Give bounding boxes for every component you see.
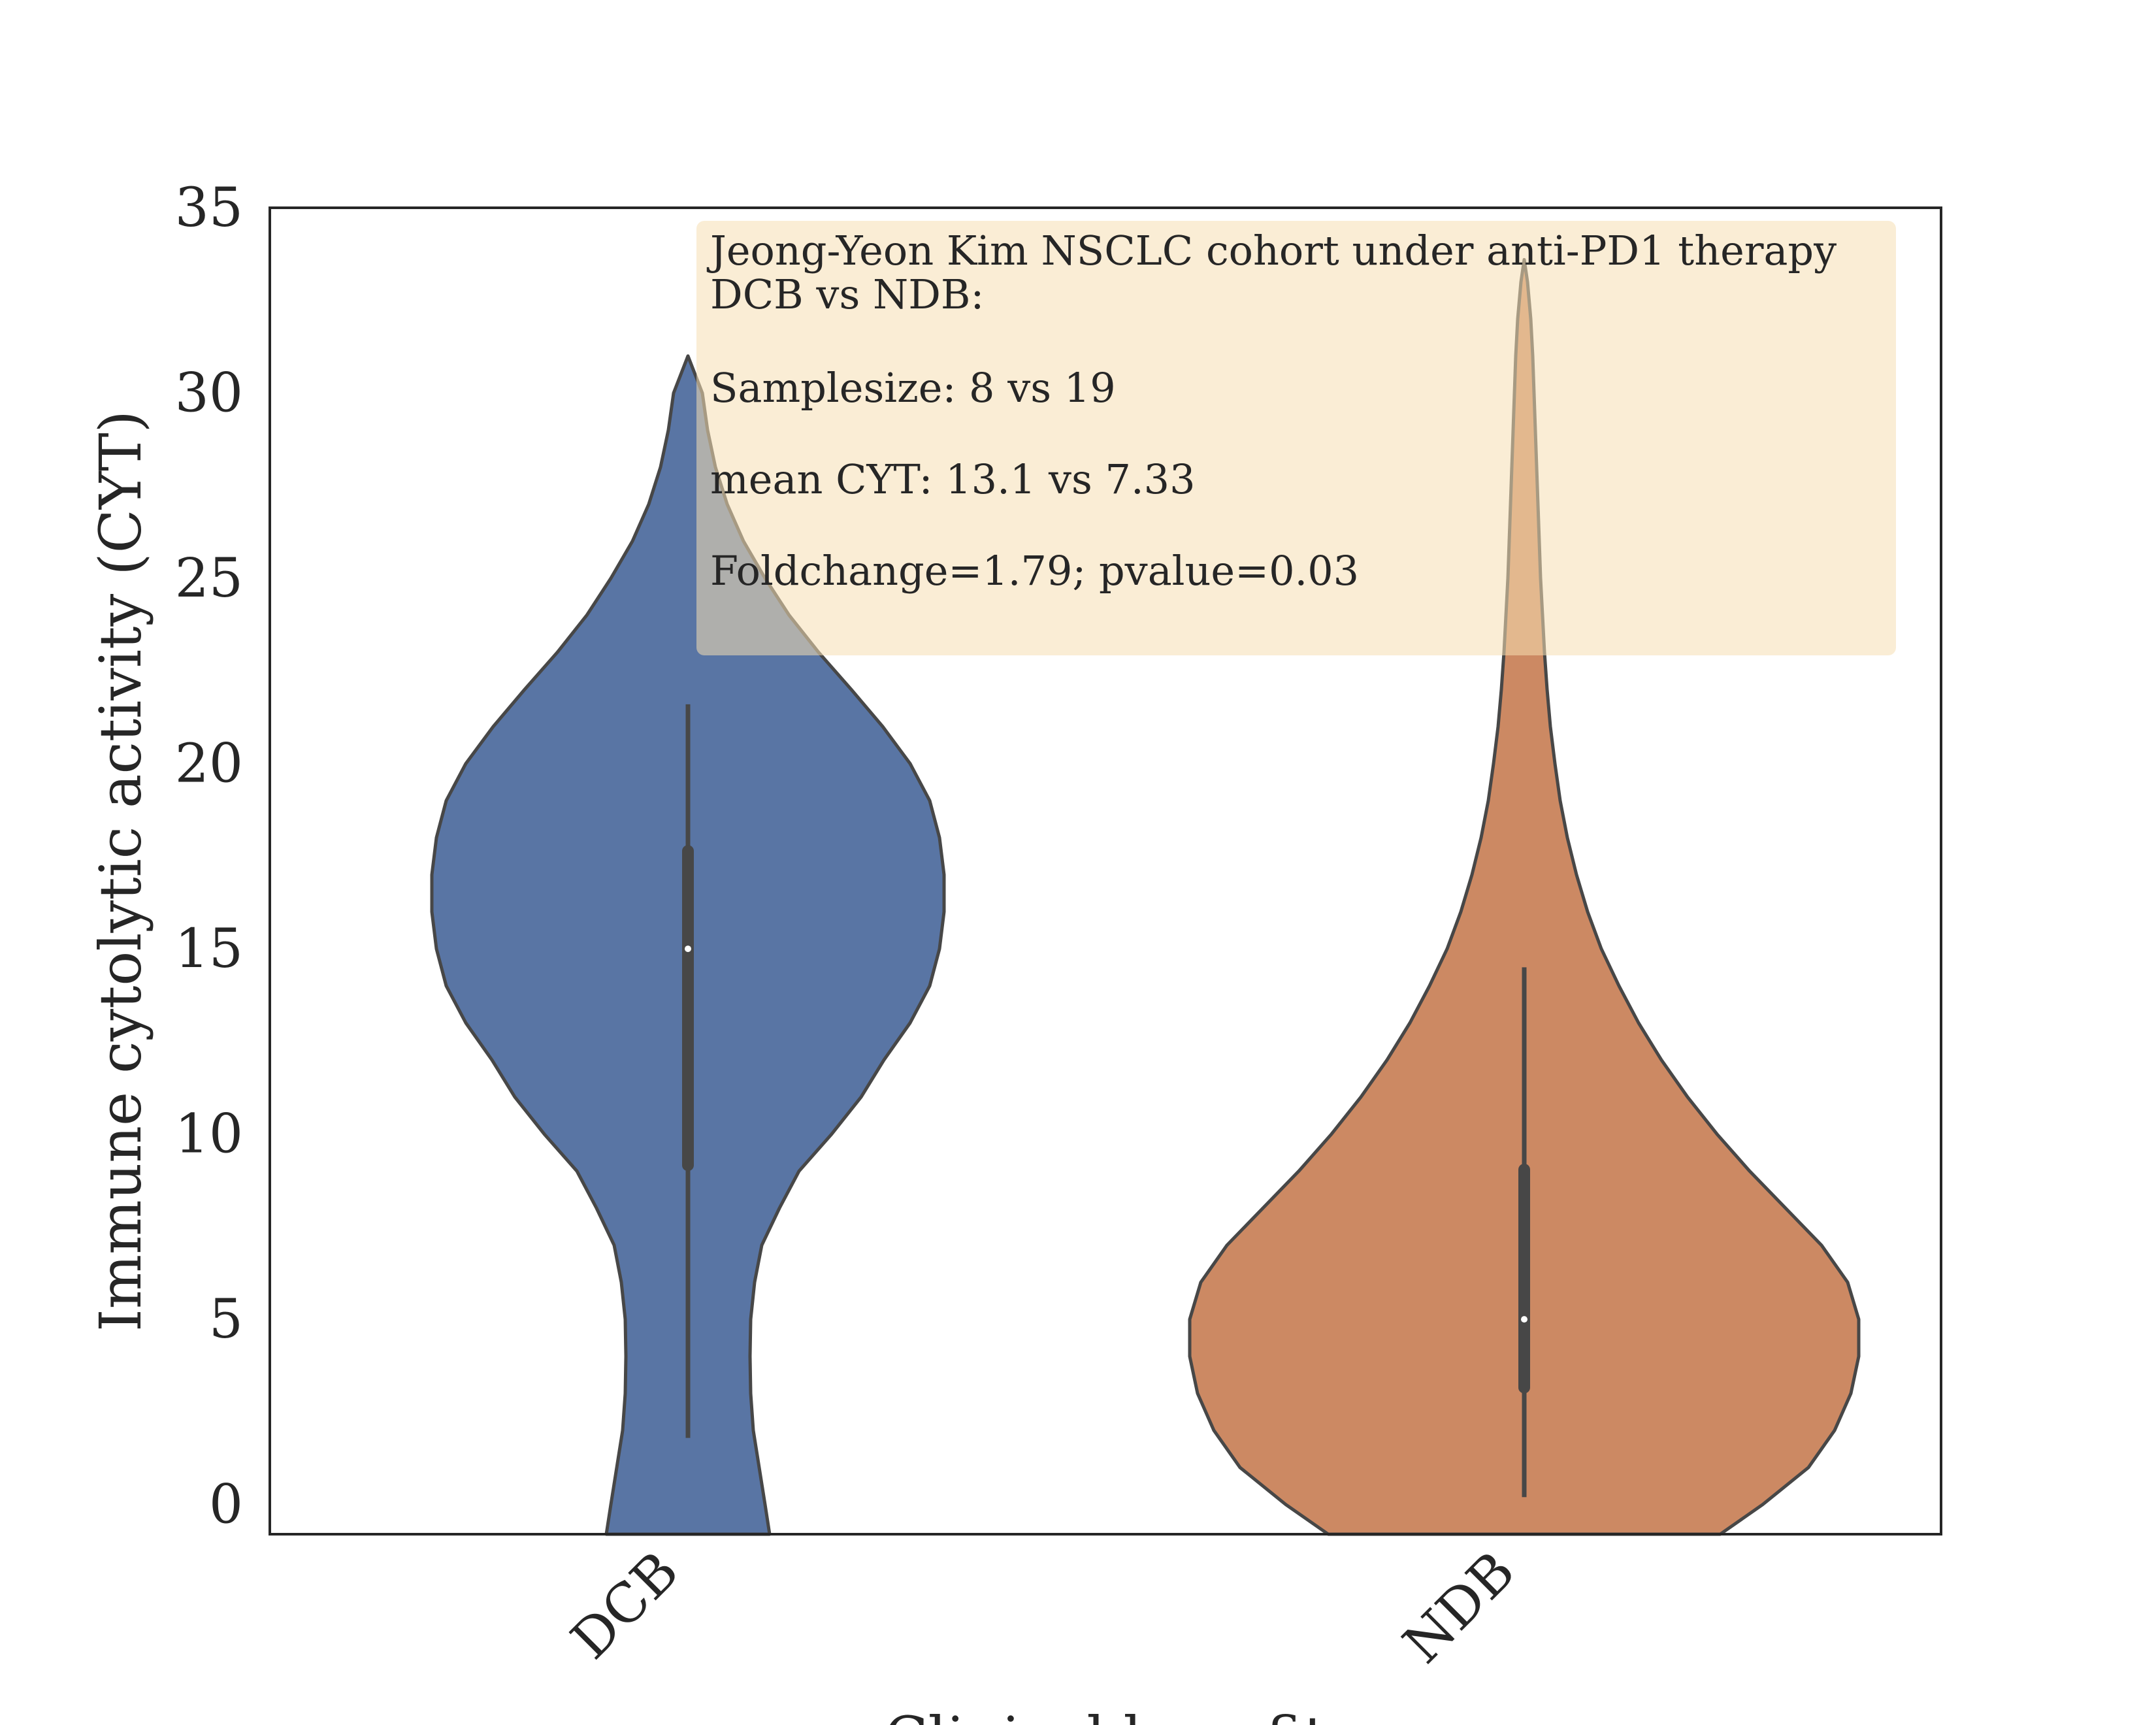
y-tick-label: 10 bbox=[175, 1104, 243, 1166]
annotation-line: Jeong-Yeon Kim NSCLC cohort under anti-P… bbox=[706, 227, 1837, 274]
annotation-text: Jeong-Yeon Kim NSCLC cohort under anti-P… bbox=[706, 227, 1837, 595]
annotation-line: mean CYT: 13.1 vs 7.33 bbox=[710, 455, 1196, 503]
y-tick-label: 35 bbox=[175, 177, 243, 239]
median-dot-dcb bbox=[685, 945, 691, 953]
y-tick-label: 30 bbox=[175, 363, 243, 425]
annotation-line: Foldchange=1.79; pvalue=0.03 bbox=[710, 547, 1359, 595]
y-axis-label: Immune cytolytic activity (CYT) bbox=[87, 410, 154, 1332]
iqr-box-ndb bbox=[1518, 1163, 1530, 1394]
plot-frame bbox=[269, 206, 1942, 1536]
annotation-box bbox=[696, 221, 1896, 655]
y-tick-label: 20 bbox=[175, 733, 243, 795]
annotation-line: DCB vs NDB: bbox=[710, 271, 984, 318]
iqr-box-dcb bbox=[682, 845, 694, 1172]
annotation-line: Samplesize: 8 vs 19 bbox=[710, 364, 1116, 412]
box-layer bbox=[682, 704, 1530, 1498]
median-dot-ndb bbox=[1521, 1316, 1527, 1323]
x-axis-label: Clinical benefit bbox=[884, 1704, 1327, 1725]
y-axis-ticks: 0 5 10 15 20 25 30 35 bbox=[175, 177, 243, 1536]
y-tick-label: 5 bbox=[209, 1289, 243, 1351]
y-tick-label: 15 bbox=[175, 918, 243, 980]
y-tick-label: 25 bbox=[175, 548, 243, 610]
x-tick-label-ndb: NDB bbox=[1392, 1540, 1527, 1675]
x-tick-label-dcb: DCB bbox=[560, 1540, 691, 1671]
x-axis-ticks: DCB NDB bbox=[560, 1540, 1527, 1675]
y-tick-label: 0 bbox=[209, 1474, 243, 1536]
